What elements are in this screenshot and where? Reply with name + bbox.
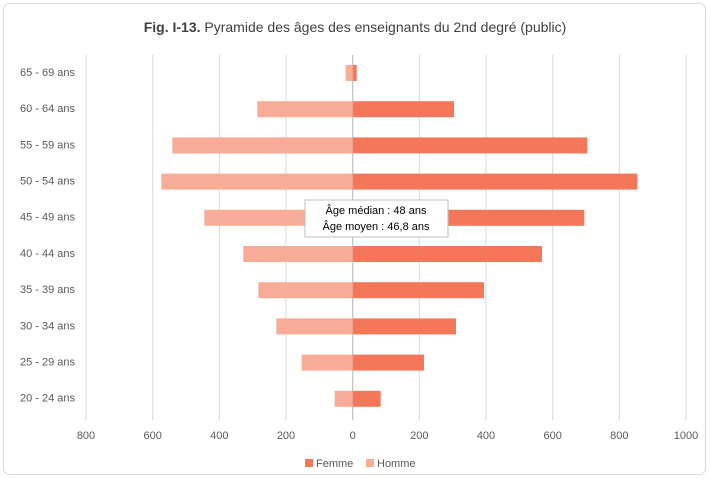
title-number: Fig. I-13. xyxy=(144,19,201,35)
bar xyxy=(352,354,424,371)
y-tick-label: 30 - 34 ans xyxy=(20,320,76,332)
bar xyxy=(352,246,542,262)
bars xyxy=(161,65,638,407)
x-tick-label: 800 xyxy=(610,430,628,442)
annotation: Âge médian : 48 ans Âge moyen : 46,8 ans xyxy=(304,199,449,238)
bar xyxy=(352,65,357,81)
y-tick-label: 45 - 49 ans xyxy=(20,212,76,224)
bar xyxy=(352,282,484,299)
bar xyxy=(352,101,454,118)
chart-title: Fig. I-13. Pyramide des âges des enseign… xyxy=(144,19,567,35)
bar xyxy=(301,354,353,371)
x-tick-label: 1000 xyxy=(674,430,698,442)
labels: 800 600 400 200 0 200 400 600 800 1000 65 - 69 ans… xyxy=(20,67,698,470)
x-tick-label: 200 xyxy=(410,430,428,442)
bar xyxy=(258,282,353,299)
frame xyxy=(3,3,706,475)
x-tick-label: 400 xyxy=(477,430,495,442)
bar xyxy=(345,65,353,81)
bar xyxy=(243,246,353,262)
bar xyxy=(257,101,353,118)
legend-label: Homme xyxy=(377,458,416,470)
y-tick-label: 65 - 69 ans xyxy=(20,67,76,79)
bar xyxy=(352,173,638,190)
y-tick-label: 25 - 29 ans xyxy=(20,357,76,369)
annotation-line: Âge médian : 48 ans xyxy=(326,204,427,217)
legend-swatch xyxy=(305,459,313,467)
y-tick-label: 60 - 64 ans xyxy=(20,103,76,115)
annotation-line: Âge moyen : 46,8 ans xyxy=(322,220,430,233)
y-tick-label: 40 - 44 ans xyxy=(20,248,76,260)
x-tick-label: 400 xyxy=(210,430,228,442)
x-tick-label: 600 xyxy=(543,430,561,442)
bar xyxy=(172,137,353,154)
legend-swatch xyxy=(366,459,374,467)
x-tick-label: 600 xyxy=(143,430,161,442)
bar xyxy=(161,173,353,190)
x-tick-label: 0 xyxy=(350,430,356,442)
bar xyxy=(352,137,588,154)
y-tick-label: 20 - 24 ans xyxy=(20,393,76,405)
x-tick-label: 200 xyxy=(277,430,295,442)
y-tick-label: 50 - 54 ans xyxy=(20,176,76,188)
y-tick-label: 35 - 39 ans xyxy=(20,284,76,296)
bar xyxy=(276,318,353,335)
y-tick-label: 55 - 59 ans xyxy=(20,139,76,151)
bar xyxy=(334,390,353,407)
bar xyxy=(352,390,381,407)
legend-label: Femme xyxy=(316,458,353,470)
title-text: Pyramide des âges des enseignants du 2nd… xyxy=(204,19,566,35)
x-tick-label: 800 xyxy=(77,430,95,442)
annotation-box xyxy=(304,199,449,238)
bar xyxy=(352,318,456,335)
